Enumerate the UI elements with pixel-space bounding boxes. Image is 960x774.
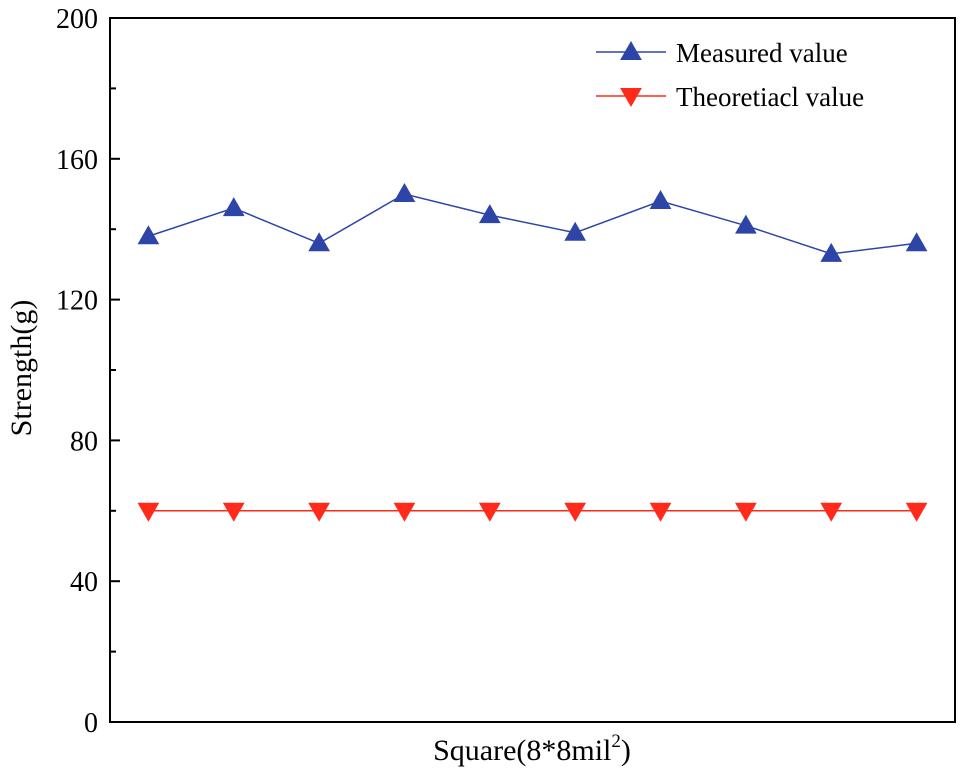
data-point (393, 502, 416, 522)
x-axis-title: Square(8*8mil2) (433, 731, 631, 767)
data-point (905, 232, 928, 252)
data-point (564, 502, 587, 522)
y-tick-label: 200 (56, 4, 98, 35)
data-point (222, 502, 245, 522)
legend-label: Measured value (676, 38, 848, 68)
data-point (905, 502, 928, 522)
series-theoretical (137, 502, 928, 522)
x-axis-title-main: Square(8*8mil (433, 734, 611, 767)
data-point (308, 502, 330, 522)
y-tick-label: 160 (56, 145, 98, 176)
legend: Measured value Theoretiacl value (596, 38, 864, 112)
x-axis-title-close: ) (621, 734, 631, 767)
x-axis-title-superscript: 2 (611, 731, 621, 752)
data-point (478, 204, 501, 224)
legend-marker (620, 40, 642, 60)
data-point (820, 502, 843, 522)
legend-label: Theoretiacl value (676, 82, 864, 112)
y-axis-title: Strength(g) (5, 300, 38, 437)
series-measured (137, 182, 928, 262)
series-line (148, 193, 917, 255)
data-point (393, 182, 416, 202)
data-point (649, 190, 672, 210)
data-point (820, 242, 843, 262)
y-tick-label: 80 (70, 426, 98, 457)
series-layer (137, 182, 928, 522)
data-point (137, 225, 160, 245)
legend-marker (620, 88, 642, 108)
data-point (308, 232, 330, 252)
data-point (137, 502, 160, 522)
y-tick-label: 40 (70, 567, 98, 598)
data-point (735, 214, 757, 234)
y-tick-label: 120 (56, 286, 98, 317)
plot-frame (109, 17, 956, 723)
data-point (649, 502, 672, 522)
data-point (222, 197, 245, 217)
y-tick-label: 0 (84, 708, 98, 739)
data-point (564, 221, 587, 241)
data-point (735, 502, 757, 522)
data-point (478, 502, 501, 522)
y-axis: 0 40 80 120 160 200 (56, 4, 120, 739)
